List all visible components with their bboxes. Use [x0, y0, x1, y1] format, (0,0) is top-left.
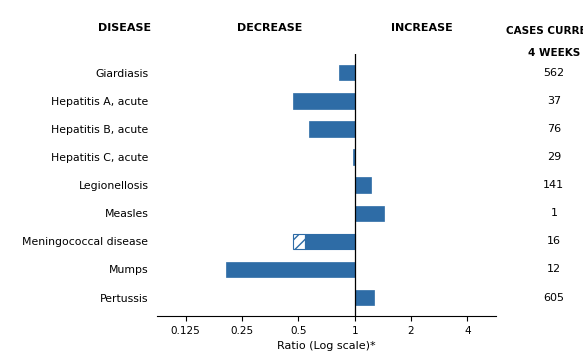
Text: 12: 12 — [547, 264, 561, 274]
Bar — [339, 65, 354, 81]
Text: DISEASE: DISEASE — [99, 23, 152, 33]
Bar — [354, 178, 371, 193]
Text: 16: 16 — [547, 236, 561, 246]
Text: 605: 605 — [543, 293, 564, 302]
Bar — [354, 205, 384, 221]
Text: 29: 29 — [547, 152, 561, 162]
Bar — [309, 121, 354, 136]
Bar — [354, 290, 374, 305]
Text: 141: 141 — [543, 180, 564, 190]
Text: 1: 1 — [550, 208, 557, 218]
Bar — [353, 149, 354, 165]
Bar — [293, 93, 354, 109]
Text: INCREASE: INCREASE — [391, 23, 453, 33]
Text: 76: 76 — [547, 124, 561, 134]
Text: CASES CURRENT: CASES CURRENT — [505, 26, 583, 36]
Text: DECREASE: DECREASE — [237, 23, 303, 33]
Bar — [304, 234, 354, 249]
Bar — [293, 234, 304, 249]
Text: 37: 37 — [547, 96, 561, 106]
X-axis label: Ratio (Log scale)*: Ratio (Log scale)* — [277, 341, 376, 351]
Bar — [226, 262, 354, 277]
Text: 4 WEEKS: 4 WEEKS — [528, 48, 580, 58]
Text: 562: 562 — [543, 68, 564, 78]
